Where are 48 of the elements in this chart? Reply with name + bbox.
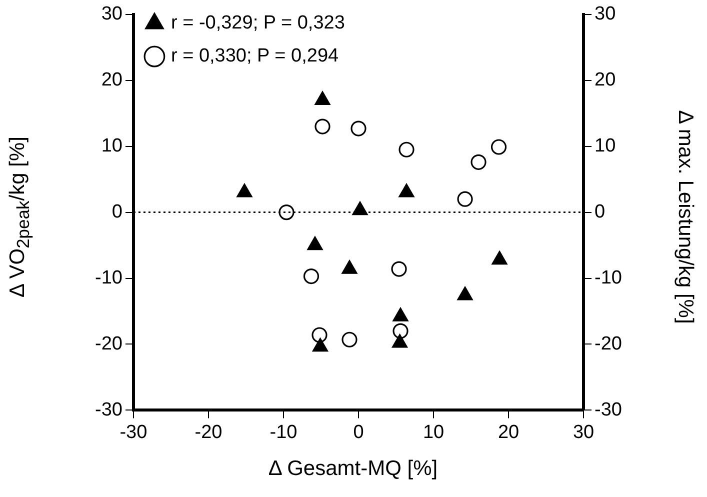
point xyxy=(342,260,358,274)
point xyxy=(470,154,486,170)
legend-label: r = 0,330; P = 0,294 xyxy=(170,46,340,67)
point xyxy=(350,120,366,136)
y2-axis-title: Δ max. Leistung/kg [%] xyxy=(673,110,697,324)
point xyxy=(312,338,328,352)
y-tick-label: -10 xyxy=(94,268,122,288)
point xyxy=(307,236,323,250)
point xyxy=(457,286,473,300)
point xyxy=(314,118,330,134)
y-tick-label: 0 xyxy=(112,202,122,223)
x-tick-label: -30 xyxy=(120,422,148,443)
x-axis-title: Δ Gesamt-MQ [%] xyxy=(268,457,438,481)
point xyxy=(314,91,330,105)
legend-label: r = -0,329; P = 0,323 xyxy=(170,12,345,34)
y-tick-label: 20 xyxy=(101,70,122,91)
point xyxy=(342,332,358,348)
y2-tick-label: -10 xyxy=(594,268,622,288)
point xyxy=(457,191,473,207)
point xyxy=(398,142,414,158)
y2-tick-label: 20 xyxy=(594,70,616,91)
y2-tick-label: 0 xyxy=(594,202,606,223)
point xyxy=(392,323,408,339)
y2-tick-label: -30 xyxy=(594,399,622,420)
y2-tick-label: -20 xyxy=(594,333,622,354)
y2-tick-label: 10 xyxy=(594,136,616,157)
y-tick-label: 30 xyxy=(101,4,122,25)
y2-tick-label: 30 xyxy=(594,4,616,25)
x-tick-label: -20 xyxy=(194,422,222,443)
x-tick-label: -10 xyxy=(270,422,298,443)
point xyxy=(236,184,252,198)
y-tick-label: 10 xyxy=(101,136,122,157)
y-tick-label: -20 xyxy=(94,333,122,354)
point xyxy=(392,334,408,348)
x-tick-label: 0 xyxy=(353,422,364,443)
point xyxy=(352,202,368,216)
point xyxy=(312,327,328,343)
point xyxy=(398,184,414,198)
point xyxy=(278,204,294,220)
point xyxy=(490,139,507,155)
point xyxy=(492,250,508,265)
x-tick-label: 20 xyxy=(498,422,520,443)
y-tick-label: -30 xyxy=(94,399,122,420)
x-tick-label: 10 xyxy=(422,422,444,443)
point xyxy=(303,268,320,284)
point xyxy=(392,308,408,322)
x-tick-label: 30 xyxy=(572,422,594,443)
point xyxy=(391,261,407,277)
